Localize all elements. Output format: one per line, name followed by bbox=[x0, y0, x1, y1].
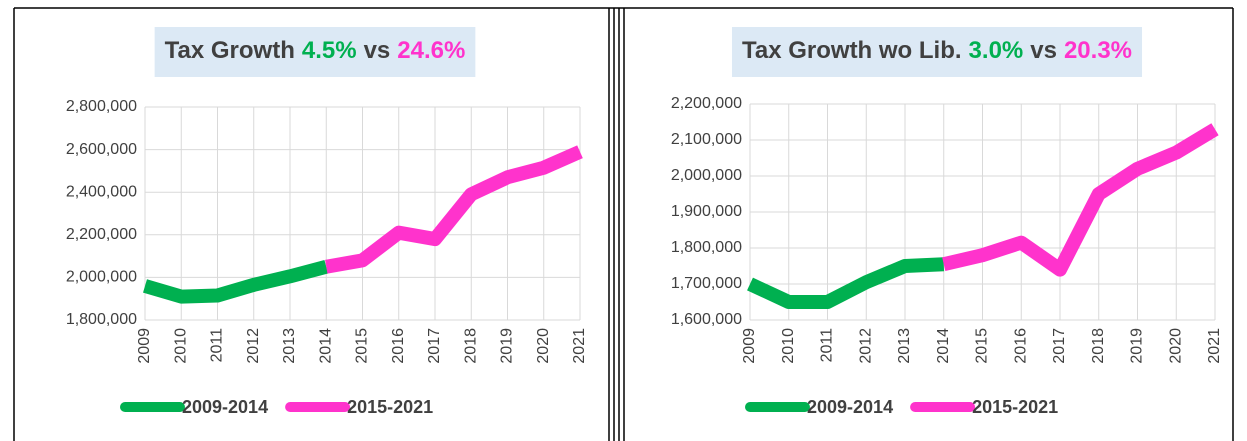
series-line bbox=[747, 257, 945, 309]
x-tick-label: 2010 bbox=[172, 328, 189, 364]
x-tick-label: 2010 bbox=[780, 328, 797, 364]
x-tick-label: 2011 bbox=[819, 328, 836, 363]
title-part: 4.5% bbox=[302, 37, 357, 64]
title-background bbox=[154, 27, 476, 77]
y-tick-label: 1,600,000 bbox=[671, 311, 742, 328]
y-tick-label: 2,400,000 bbox=[66, 183, 137, 200]
x-tick-label: 2016 bbox=[1012, 328, 1029, 364]
series-line bbox=[325, 145, 583, 274]
x-tick-label: 2012 bbox=[857, 328, 874, 364]
x-tick-label: 2019 bbox=[1129, 328, 1146, 364]
y-tick-label: 2,000,000 bbox=[671, 167, 742, 184]
legend-label: 2015-2021 bbox=[972, 397, 1058, 417]
y-tick-label: 2,600,000 bbox=[66, 141, 137, 158]
y-tick-label: 1,900,000 bbox=[671, 203, 742, 220]
legend-label: 2009-2014 bbox=[807, 397, 893, 417]
chart-title: Tax Growth 4.5% vs 24.6% bbox=[165, 37, 466, 64]
x-tick-label: 2014 bbox=[935, 328, 952, 364]
x-tick-label: 2011 bbox=[209, 328, 226, 363]
x-tick-label: 2016 bbox=[390, 328, 407, 364]
y-tick-label: 2,100,000 bbox=[671, 131, 742, 148]
x-tick-label: 2018 bbox=[462, 328, 479, 364]
y-tick-label: 2,200,000 bbox=[671, 95, 742, 112]
x-tick-label: 2013 bbox=[281, 328, 298, 364]
y-tick-label: 1,800,000 bbox=[671, 239, 742, 256]
y-tick-label: 2,800,000 bbox=[66, 98, 137, 115]
x-tick-label: 2019 bbox=[499, 328, 516, 364]
title-part: 20.3% bbox=[1064, 37, 1132, 64]
x-tick-label: 2017 bbox=[1051, 328, 1068, 364]
x-tick-label: 2017 bbox=[426, 328, 443, 364]
series-line bbox=[143, 259, 329, 304]
x-tick-label: 2021 bbox=[1206, 328, 1223, 364]
title-part: vs bbox=[1030, 37, 1057, 64]
x-tick-label: 2009 bbox=[136, 328, 153, 364]
series-line bbox=[942, 123, 1219, 277]
title-part: Tax Growth wo Lib. bbox=[742, 37, 962, 64]
x-tick-label: 2015 bbox=[354, 328, 371, 364]
x-tick-label: 2020 bbox=[535, 328, 552, 364]
x-tick-label: 2021 bbox=[571, 328, 588, 364]
x-tick-label: 2018 bbox=[1090, 328, 1107, 364]
x-tick-label: 2009 bbox=[741, 328, 758, 364]
x-tick-label: 2015 bbox=[974, 328, 991, 364]
legend-label: 2009-2014 bbox=[182, 397, 268, 417]
chart-title: Tax Growth wo Lib. 3.0% vs 20.3% bbox=[742, 37, 1132, 64]
x-tick-label: 2013 bbox=[896, 328, 913, 364]
y-tick-label: 2,200,000 bbox=[66, 226, 137, 243]
title-part: vs bbox=[364, 37, 391, 64]
y-tick-label: 2,000,000 bbox=[66, 269, 137, 286]
title-part: 24.6% bbox=[397, 37, 465, 64]
title-part: 3.0% bbox=[969, 37, 1024, 64]
legend-label: 2015-2021 bbox=[347, 397, 433, 417]
x-tick-label: 2012 bbox=[245, 328, 262, 364]
title-part: Tax Growth bbox=[165, 37, 295, 64]
x-tick-label: 2014 bbox=[317, 328, 334, 364]
y-tick-label: 1,700,000 bbox=[671, 275, 742, 292]
title-background bbox=[731, 27, 1143, 77]
y-tick-label: 1,800,000 bbox=[66, 311, 137, 328]
x-tick-label: 2020 bbox=[1167, 328, 1184, 364]
